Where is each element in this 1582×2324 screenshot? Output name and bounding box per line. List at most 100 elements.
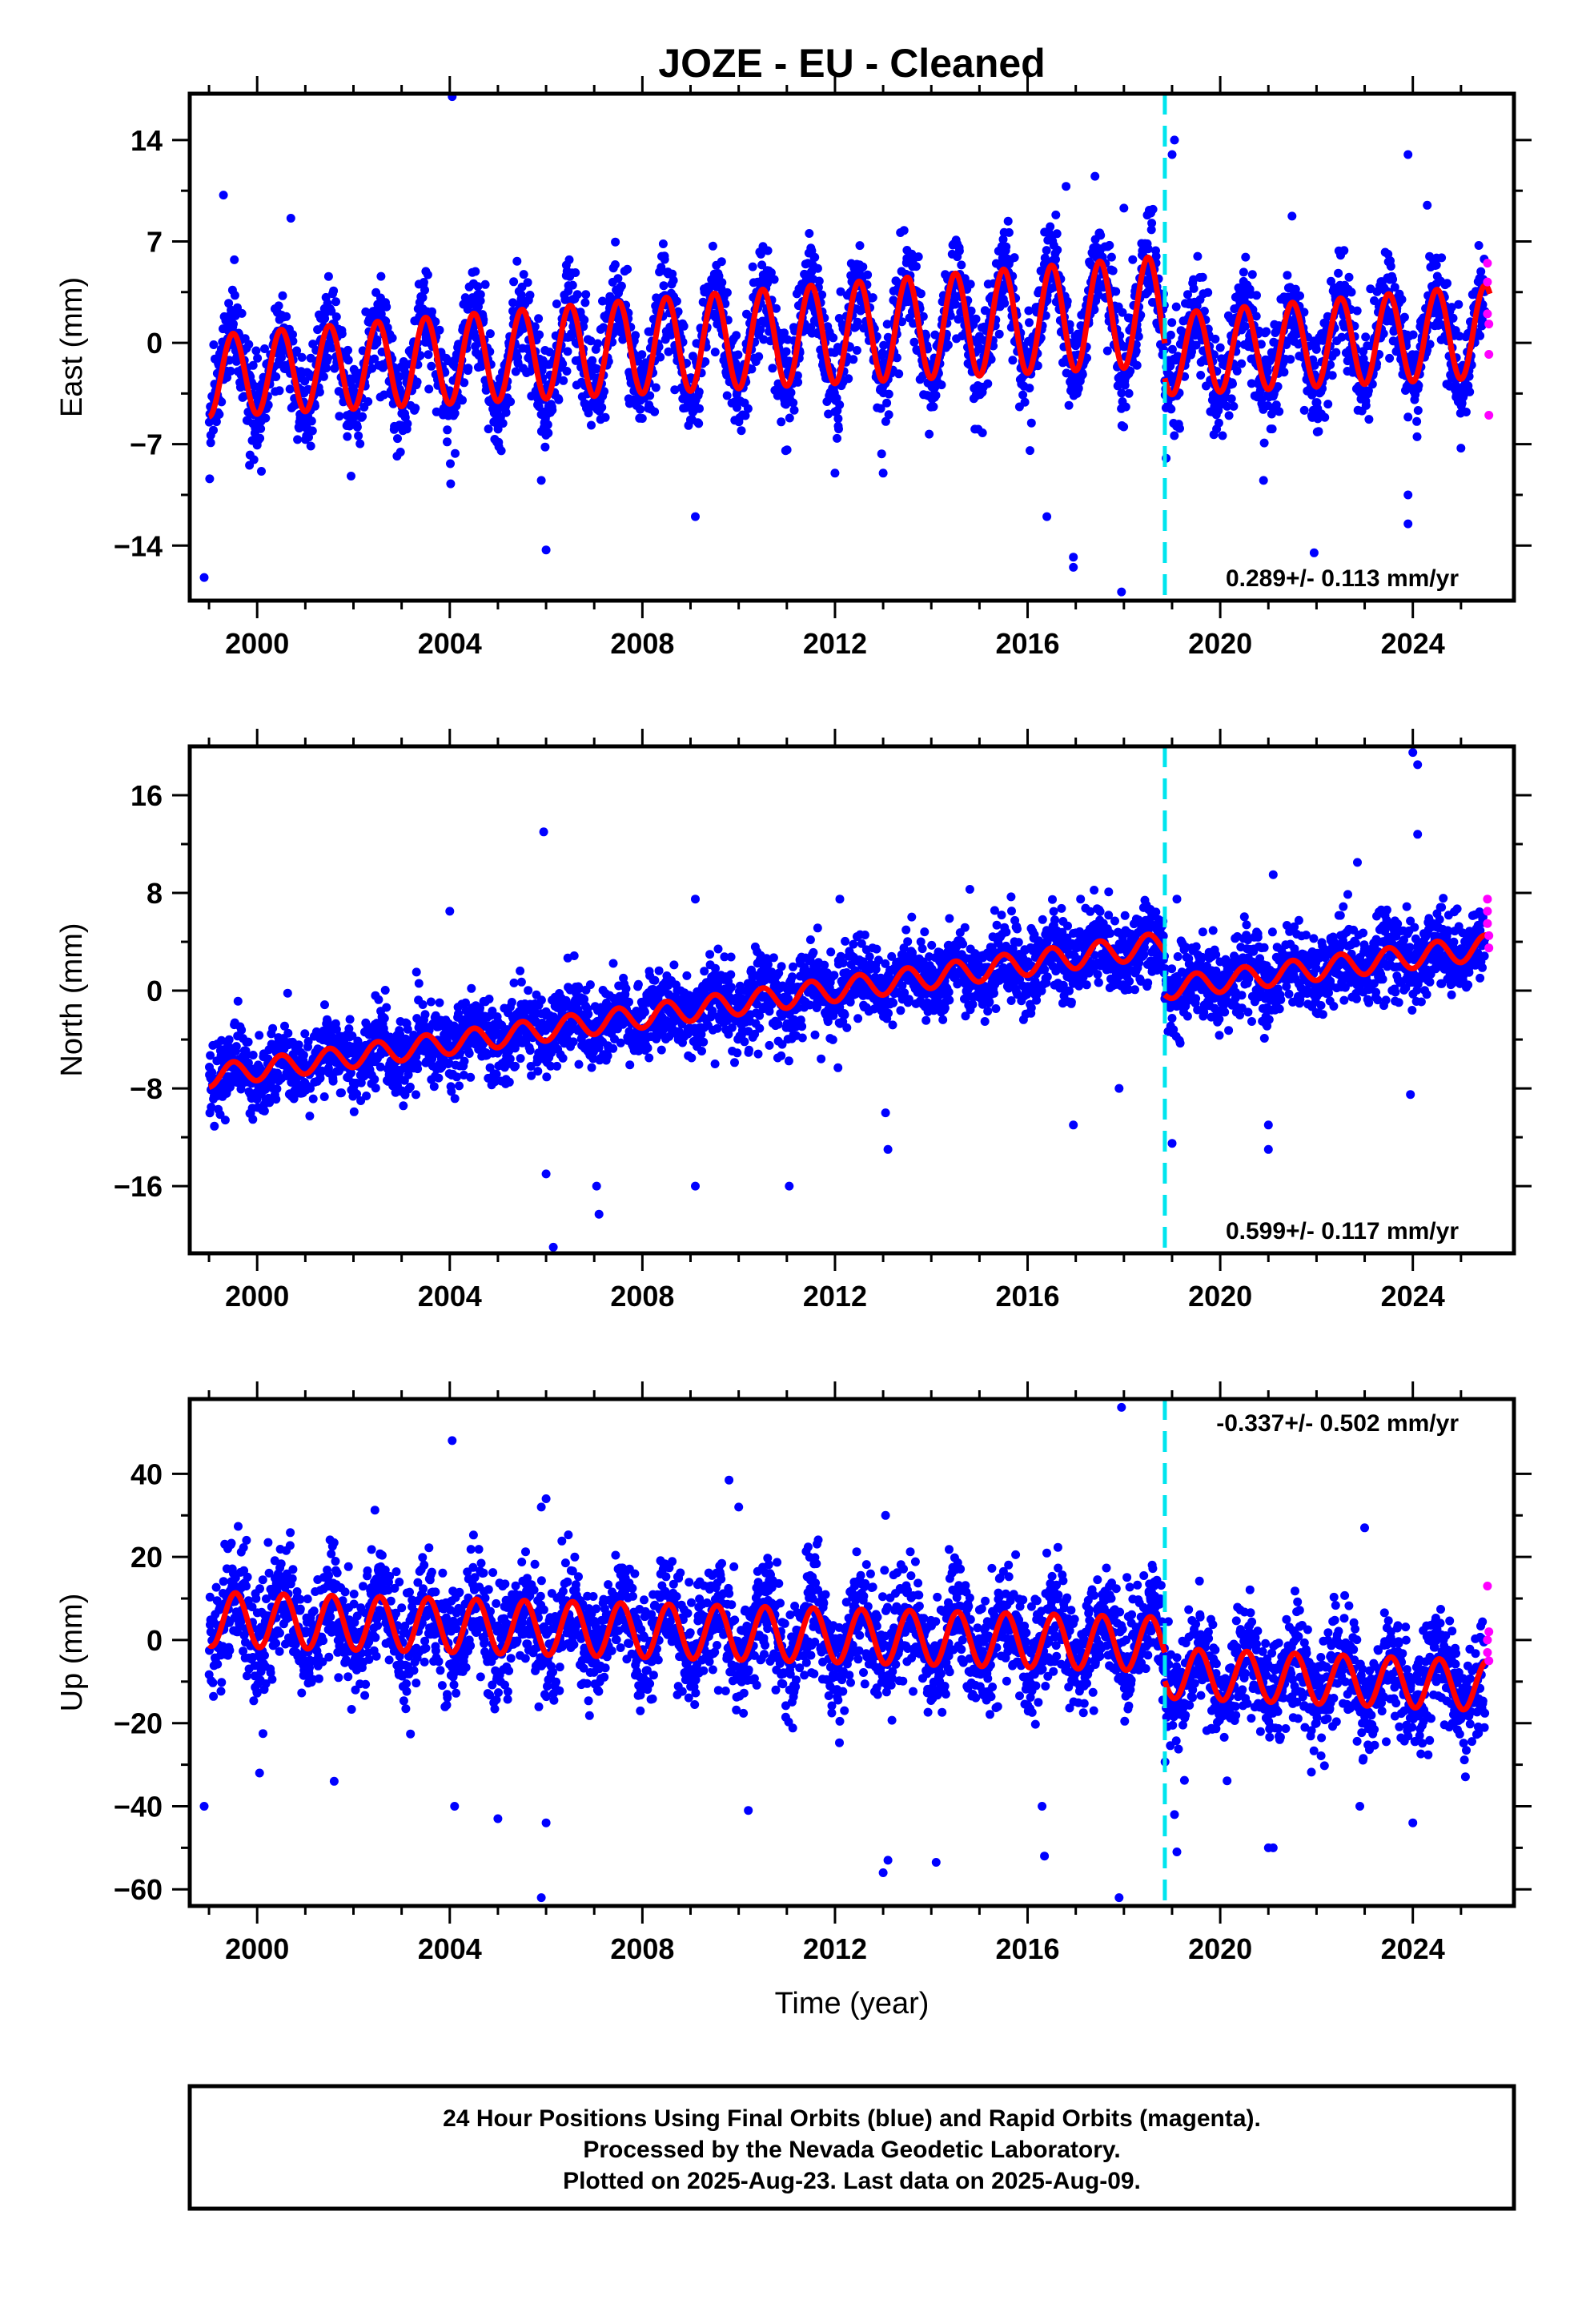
east-outlier-point xyxy=(536,476,546,485)
east-outlier-point xyxy=(1119,203,1129,213)
east-point xyxy=(1286,355,1295,364)
east-point xyxy=(229,320,238,329)
east-outlier-point xyxy=(1403,519,1413,529)
east-point xyxy=(1291,284,1300,294)
east-outlier-point xyxy=(1069,553,1078,562)
east-point xyxy=(451,448,460,458)
figure-title: JOZE - EU - Cleaned xyxy=(658,41,1045,86)
east-point xyxy=(564,255,574,264)
east-point xyxy=(1359,354,1368,364)
east-point xyxy=(1167,318,1177,328)
east-point xyxy=(1232,366,1242,376)
east-point xyxy=(1456,444,1466,453)
east-point xyxy=(1447,303,1456,312)
north-point xyxy=(344,1024,354,1034)
east-point xyxy=(921,331,931,340)
north-point xyxy=(206,1051,215,1060)
east-point xyxy=(1279,368,1289,377)
east-point xyxy=(446,459,455,468)
east-point xyxy=(1287,211,1297,221)
north-point xyxy=(608,1043,618,1053)
east-point xyxy=(1299,308,1309,317)
north-point xyxy=(654,966,664,975)
east-point xyxy=(1025,318,1034,328)
east-point xyxy=(786,388,796,397)
east-outlier-point xyxy=(1069,562,1078,572)
north-point xyxy=(248,1115,258,1124)
north-point xyxy=(412,1090,420,1100)
east-point xyxy=(946,311,955,320)
east-point xyxy=(1010,253,1019,263)
east-point xyxy=(1229,401,1239,411)
east-point xyxy=(1148,204,1158,214)
east-point xyxy=(672,296,681,306)
east-point xyxy=(1412,416,1422,426)
north-point xyxy=(259,1106,269,1116)
north-point xyxy=(644,1053,654,1063)
east-point xyxy=(1191,340,1201,350)
east-point xyxy=(496,446,506,456)
east-outlier-point xyxy=(286,214,295,223)
north-point xyxy=(516,977,526,987)
east-point xyxy=(1443,279,1452,288)
north-point xyxy=(511,1061,520,1071)
east-point xyxy=(598,296,607,306)
east-point xyxy=(863,270,873,279)
east-point xyxy=(476,290,485,300)
east-point xyxy=(978,428,987,437)
east-outlier-point xyxy=(1042,512,1052,521)
east-point xyxy=(929,402,938,412)
east-point xyxy=(763,246,773,255)
north-point xyxy=(272,1084,282,1094)
east-point xyxy=(363,397,373,406)
east-point xyxy=(1339,246,1349,255)
east-point xyxy=(1461,408,1471,416)
east-point xyxy=(1239,267,1248,277)
east-point xyxy=(668,269,677,279)
east-point xyxy=(983,379,993,388)
north-point xyxy=(271,1095,281,1104)
north-point xyxy=(505,1054,515,1063)
east-outlier-point xyxy=(1170,135,1179,145)
east-point xyxy=(1262,327,1271,336)
east-point xyxy=(1002,242,1011,251)
east-point xyxy=(249,455,259,464)
east-point xyxy=(722,287,732,297)
north-point xyxy=(371,1084,380,1093)
east-point xyxy=(206,438,215,448)
east-point xyxy=(998,235,1008,244)
east-point xyxy=(1199,307,1209,316)
east-point xyxy=(446,479,456,489)
north-point xyxy=(349,1107,359,1116)
east-point xyxy=(315,388,324,397)
east-point xyxy=(1121,402,1130,412)
east-point xyxy=(835,400,845,409)
east-point xyxy=(427,361,436,371)
east-point xyxy=(743,404,753,413)
east-point xyxy=(376,271,386,281)
north-point xyxy=(283,1028,293,1038)
east-point xyxy=(1018,390,1028,400)
east-point xyxy=(1397,295,1407,304)
east-point xyxy=(1096,231,1106,240)
east-point xyxy=(772,304,781,313)
east-point xyxy=(274,301,283,311)
east-point xyxy=(748,262,757,271)
east-point xyxy=(534,402,544,412)
north-point xyxy=(210,1121,219,1131)
east-point xyxy=(1275,407,1284,416)
east-point xyxy=(584,408,593,418)
east-point xyxy=(209,340,219,349)
east-point xyxy=(757,260,767,270)
east-point xyxy=(833,433,841,443)
east-point xyxy=(501,408,511,417)
east-point xyxy=(450,408,460,418)
north-point xyxy=(300,1029,310,1039)
east-point xyxy=(473,282,483,292)
east-outlier-point xyxy=(878,468,888,478)
east-point xyxy=(1352,306,1362,316)
east-point xyxy=(1295,291,1304,300)
east-point xyxy=(918,312,928,321)
east-point xyxy=(379,390,389,400)
east-point xyxy=(884,389,893,399)
